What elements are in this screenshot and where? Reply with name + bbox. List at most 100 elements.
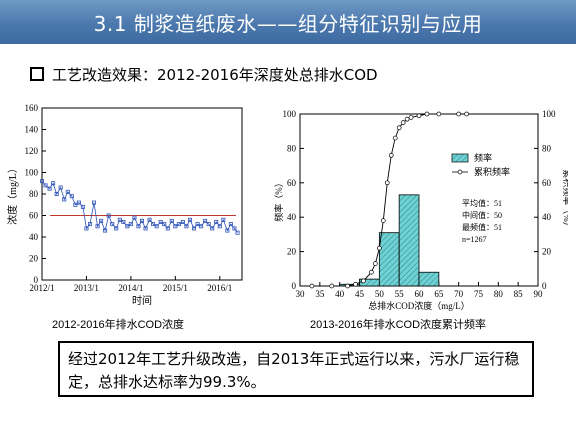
y2-tick-label: 0	[542, 281, 547, 291]
x-tick-label: 60	[415, 289, 425, 299]
x-axis-label: 总排水COD浓度（mg/L）	[368, 300, 470, 311]
cumulative-point	[388, 152, 394, 158]
cod-data-point	[195, 222, 200, 227]
cod-data-point	[95, 224, 100, 229]
y-tick-label: 0	[34, 275, 39, 285]
cod-data-point	[191, 226, 196, 231]
cod-data-point	[110, 222, 115, 227]
cumulative-point	[345, 283, 350, 289]
cod-data-point	[80, 204, 85, 209]
y-tick-label: 100	[25, 168, 39, 178]
x-tick-label: 70	[454, 289, 464, 299]
y-tick-label: 0	[292, 281, 297, 291]
cod-data-point	[184, 224, 189, 229]
x-tick-label: 85	[514, 289, 524, 299]
x-axis-label: 时间	[132, 294, 152, 307]
y2-tick-label: 40	[542, 212, 552, 222]
x-tick-label: 50	[375, 289, 385, 299]
cod-data-point	[169, 218, 174, 223]
bullet-text: 工艺改造效果：2012-2016年深度处总排水COD	[52, 66, 378, 84]
cod-data-point	[187, 217, 192, 222]
y-tick-label: 40	[29, 232, 39, 242]
cumulative-point	[353, 281, 358, 287]
cod-data-point	[228, 222, 233, 227]
x-tick-label: 2015/1	[163, 283, 188, 293]
legend-bar-label: 频率	[474, 152, 492, 163]
cod-data-point	[99, 218, 104, 223]
cod-data-point	[47, 186, 52, 191]
cod-data-point	[88, 222, 93, 227]
cumulative-point	[424, 111, 430, 117]
cod-data-point	[65, 189, 70, 194]
y-tick-label: 140	[25, 125, 39, 135]
y-axis-label: 频率（%）	[273, 178, 284, 222]
cod-data-point	[180, 219, 185, 224]
cod-data-point	[73, 202, 78, 207]
title-bar: 3.1 制浆造纸废水——组分特征识别与应用	[0, 0, 576, 44]
x-tick-label: 45	[355, 289, 365, 299]
cod-data-point	[235, 230, 240, 235]
cod-data-point	[92, 200, 97, 205]
stats-text: 最频值：51	[462, 222, 502, 232]
cod-data-point	[125, 224, 130, 229]
cod-data-point	[84, 226, 89, 231]
cod-data-point	[128, 222, 133, 227]
y-tick-label: 60	[287, 178, 297, 188]
cumulative-point	[309, 283, 315, 289]
y2-tick-label: 20	[542, 247, 552, 257]
cod-data-point	[51, 181, 56, 186]
cod-data-point	[136, 224, 141, 229]
cod-data-point	[106, 213, 111, 218]
cumulative-point	[436, 111, 442, 117]
x-tick-label: 30	[296, 289, 306, 299]
y-tick-label: 20	[287, 247, 297, 257]
chart1-caption: 2012-2016年排水COD浓度	[52, 319, 185, 331]
cod-data-point	[121, 219, 126, 224]
cumulative-point	[373, 261, 378, 266]
cod-data-point	[173, 224, 178, 229]
plot-frame	[41, 107, 243, 281]
x-tick-label: 40	[335, 289, 345, 299]
x-tick-label: 80	[494, 289, 504, 299]
cod-data-point	[43, 183, 48, 188]
cod-data-point	[54, 192, 59, 197]
cod-data-point	[199, 224, 204, 229]
cod-data-point	[62, 197, 67, 202]
cod-data-point	[217, 224, 222, 229]
y2-axis-label: 累积频率（%）	[562, 169, 568, 231]
stats-text: 中间值：50	[462, 210, 502, 220]
cod-data-point	[58, 185, 63, 190]
cumulative-point	[376, 245, 382, 251]
stats-text: 平均值：51	[462, 198, 502, 208]
histogram-bar	[398, 194, 420, 287]
cumulative-point	[416, 113, 422, 119]
cod-data-point	[158, 219, 163, 224]
histogram-bar	[418, 271, 440, 287]
x-tick-label: 90	[534, 289, 544, 299]
y-tick-label: 40	[287, 212, 297, 222]
conclusion-box: 经过2012年工艺升级改造，自2013年正式运行以来，污水厂运行稳定，总排水达标…	[58, 341, 534, 397]
cumulative-point	[369, 269, 374, 275]
cumulative-point	[400, 120, 406, 125]
cod-data-point	[206, 222, 211, 227]
y-tick-label: 100	[283, 109, 297, 119]
y-tick-label: 80	[29, 189, 39, 199]
y2-tick-label: 60	[542, 178, 552, 188]
y-tick-label: 120	[25, 146, 39, 156]
y-axis-label: 浓度（mg/L）	[6, 163, 19, 225]
cumulative-point	[408, 115, 414, 120]
x-tick-label: 55	[395, 289, 405, 299]
cod-data-point	[76, 200, 81, 205]
legend-line-label: 累积频率	[474, 166, 510, 177]
cod-data-point	[40, 179, 45, 184]
cod-data-point	[139, 218, 144, 223]
cod-data-point	[117, 217, 122, 222]
y-tick-label: 160	[25, 103, 39, 113]
y-tick-label: 80	[287, 143, 297, 153]
cod-data-point	[165, 226, 170, 231]
x-tick-label: 35	[315, 289, 325, 299]
legend-bar-swatch	[451, 153, 469, 163]
y-tick-label: 20	[29, 254, 39, 264]
cod-frequency-chart: 0 0 20 20 40 40 60 60 80 80 100 100 30 35 40 45 50 55 60 65…	[273, 109, 568, 311]
conclusion-text: 经过2012年工艺升级改造，自2013年正式运行以来，污水厂运行稳定，总排水达标…	[68, 350, 520, 391]
